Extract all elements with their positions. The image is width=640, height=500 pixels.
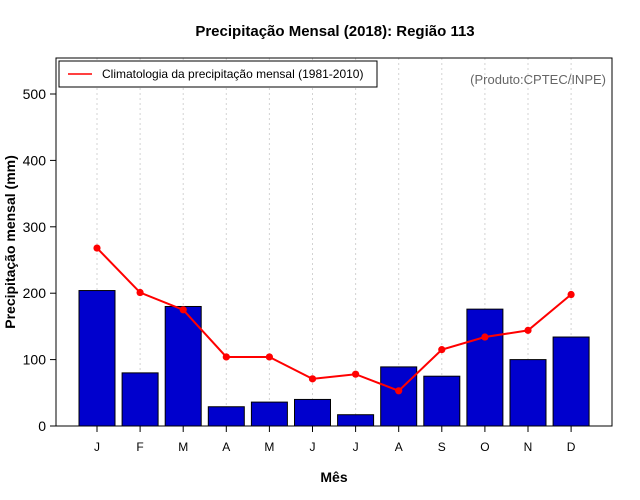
bar-1 — [78, 290, 116, 427]
y-tick-label: 300 — [23, 219, 47, 235]
climatology-line-path — [96, 247, 572, 392]
bar-6 — [294, 398, 331, 427]
x-tick-label: M — [264, 440, 274, 454]
climatology-point-5 — [265, 353, 273, 361]
legend-box — [58, 60, 378, 88]
x-tick-label: O — [480, 440, 489, 454]
chart-title: Precipitação Mensal (2018): Região 113 — [195, 23, 474, 40]
x-tick-label: J — [94, 440, 100, 454]
y-tick-label: 500 — [23, 86, 47, 102]
x-tick-label: M — [178, 440, 188, 454]
plot-frame — [55, 57, 613, 427]
x-tick-label: J — [310, 440, 316, 454]
y-tick-label: 200 — [23, 285, 47, 301]
bar-12 — [552, 336, 590, 427]
bar-10 — [466, 308, 504, 427]
climatology-point-12 — [567, 290, 575, 299]
x-axis-label: Mês — [320, 469, 347, 485]
bar-7 — [337, 414, 375, 427]
bar-4 — [207, 406, 245, 427]
climatology-point-11 — [524, 326, 532, 334]
x-tick-label: D — [567, 440, 576, 454]
y-tick-label: 0 — [38, 418, 46, 434]
legend: Climatologia da precipitação mensal (198… — [58, 60, 378, 88]
climatology-line — [93, 244, 575, 395]
x-tick-label: S — [438, 440, 446, 454]
y-axis-label: Precipitação mensal (mm) — [2, 155, 18, 329]
x-tick-label: N — [524, 440, 533, 454]
bar-3 — [164, 305, 202, 427]
x-tick-label: A — [222, 440, 230, 454]
climatology-point-4 — [222, 353, 230, 361]
climatology-point-8 — [395, 387, 403, 395]
x-tick-label: J — [353, 440, 359, 454]
y-tick-label: 100 — [23, 352, 47, 368]
credit-text: (Produto:CPTEC/INPE) — [470, 72, 606, 87]
climatology-point-1 — [93, 244, 101, 252]
climatology-point-6 — [308, 375, 317, 383]
bar-9 — [423, 375, 461, 427]
bars — [78, 290, 590, 427]
climatology-point-9 — [438, 346, 446, 354]
bar-2 — [121, 372, 159, 427]
bar-11 — [509, 359, 547, 427]
legend-label: Climatologia da precipitação mensal (198… — [102, 67, 363, 81]
climatology-point-7 — [352, 370, 360, 378]
y-tick-label: 400 — [23, 152, 47, 168]
climatology-point-2 — [136, 288, 144, 297]
climatology-point-3 — [179, 306, 187, 314]
x-tick-label: A — [395, 440, 403, 454]
bar-8 — [380, 366, 418, 427]
grid-lines — [96, 58, 572, 426]
y-axis: 0 100 200 300 400 500 — [23, 86, 56, 434]
bar-5 — [250, 401, 288, 427]
x-tick-label: F — [136, 440, 143, 454]
climatology-point-10 — [481, 333, 489, 341]
